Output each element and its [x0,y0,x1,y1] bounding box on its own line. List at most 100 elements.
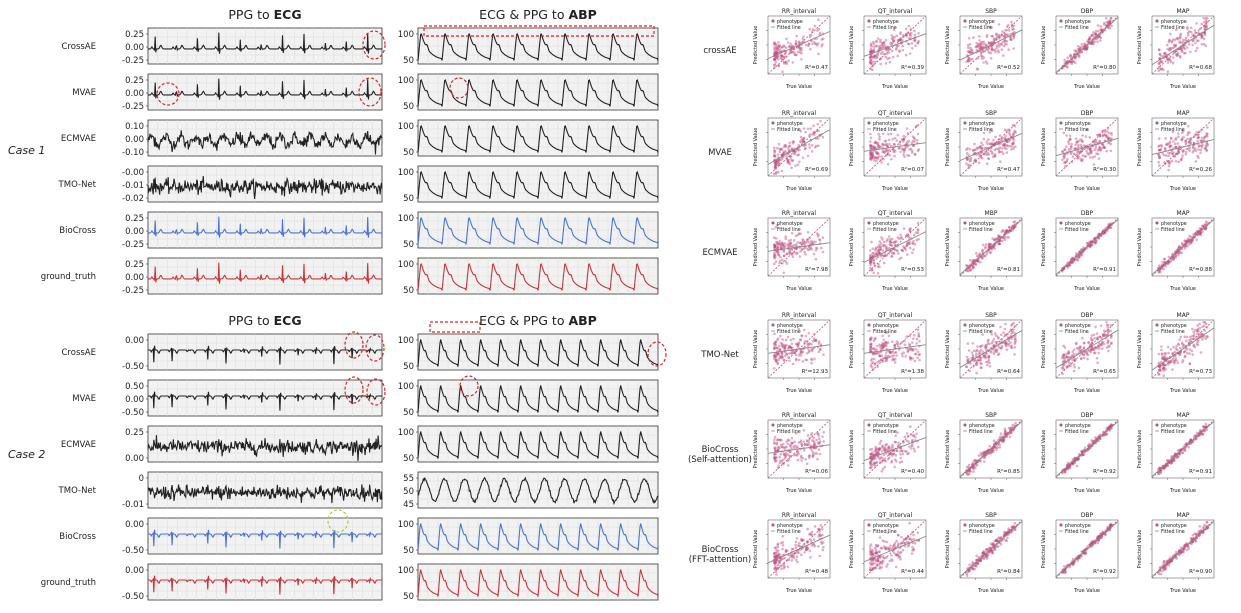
scatter-point [1079,143,1083,147]
scatter-point [805,462,809,466]
scatter-point [872,347,875,351]
scatter-point [889,132,893,136]
scatter-point [912,337,915,341]
scatter-point [1076,256,1079,260]
scatter-point [1201,225,1205,228]
ecg-tick-label: 0.00 [125,135,144,145]
scatter-point [791,44,794,48]
scatter-point [870,260,873,263]
scatter-point [773,456,777,459]
scatter-point [1186,239,1189,243]
scatter-point [906,350,909,354]
scatter-point [994,153,997,156]
scatter-point [1090,334,1094,337]
scatter-point [1182,40,1185,44]
scatter-point [810,432,814,435]
scatter-point [1168,162,1171,165]
scatter-point [892,39,896,43]
scatter-point [1177,151,1181,154]
scatter-point [1087,341,1090,345]
r2-label: R²=0.68 [1189,64,1212,71]
scatter-point [1065,159,1069,163]
scatter-point [773,154,777,157]
y-axis-label: Predicted Value [1041,330,1047,369]
scatter-point [1066,56,1069,59]
scatter-point [903,435,907,439]
x-axis-label: True Value [881,84,908,90]
scatter-point [1094,32,1097,36]
scatter-point [869,249,872,252]
scatter-point [1014,131,1017,134]
scatter-point [1011,330,1015,334]
scatter-point [798,338,802,341]
scatter-point [1012,321,1015,325]
scatter-point [1158,366,1162,370]
scatter-point [1183,47,1187,51]
scatter-point [917,32,920,35]
scatter-point [1086,40,1090,44]
scatter-point [991,155,995,159]
scatter-point [776,160,780,164]
scatter-point [912,144,915,148]
scatter-point [1178,47,1181,51]
scatter-point [1199,139,1202,143]
scatter-point [890,237,894,241]
scatter-point [780,241,784,245]
scatter-point [780,345,784,348]
scatter-point [1206,132,1209,136]
scatter-point [794,42,798,45]
scatter-point [779,56,782,60]
scatter-point [1009,37,1012,41]
fitted-line [863,142,927,152]
scatter-point [788,149,791,153]
scatter-point [979,47,982,50]
scatter-point [873,337,876,341]
abp-tick-label: 50 [403,362,414,372]
scatter-point [814,339,817,342]
scatter-point [1158,264,1161,267]
scatter-point [1082,353,1086,356]
scatter-point [893,241,896,244]
scatter-point [869,144,872,148]
scatter-point [915,238,919,242]
scatter-point [1081,134,1084,137]
scatter-point [1158,268,1162,272]
scatter-point [911,46,914,50]
scatter-point [775,160,779,163]
legend-marker [1155,221,1159,225]
scatter-point [784,51,787,54]
legend-label: Fitted line [873,127,897,133]
scatter-point [1071,155,1075,159]
scatter-point [1186,33,1190,37]
scatter-point [1200,136,1204,140]
scatter-point [869,150,872,154]
abp-panel [417,165,659,203]
scatter-point [1166,262,1170,265]
scatter-point [882,143,886,147]
scatter-point [1171,368,1174,371]
scatter-point [812,133,816,137]
y-axis-label: Predicted Value [753,430,759,469]
scatter-point [893,248,897,251]
scatter-point [905,241,909,245]
scatter-point [881,249,884,252]
scatter-point [1110,222,1113,225]
scatter-point [916,350,920,354]
scatter-point [1088,149,1092,152]
scatter-point [1176,152,1180,155]
scatter-point [817,18,820,22]
legend-marker [771,221,775,225]
scatter-point [1088,38,1091,42]
scatter-point [979,145,982,148]
scatter-point [1096,152,1100,156]
scatter-point [870,55,874,58]
scatter-point [773,244,777,247]
scatter-point [900,236,903,239]
scatter-point [1176,142,1180,145]
scatter-point [806,238,809,241]
scatter-point [902,148,906,152]
scatter-point [1175,359,1178,362]
scatter-point [893,148,896,152]
scatter-point [1095,152,1098,155]
